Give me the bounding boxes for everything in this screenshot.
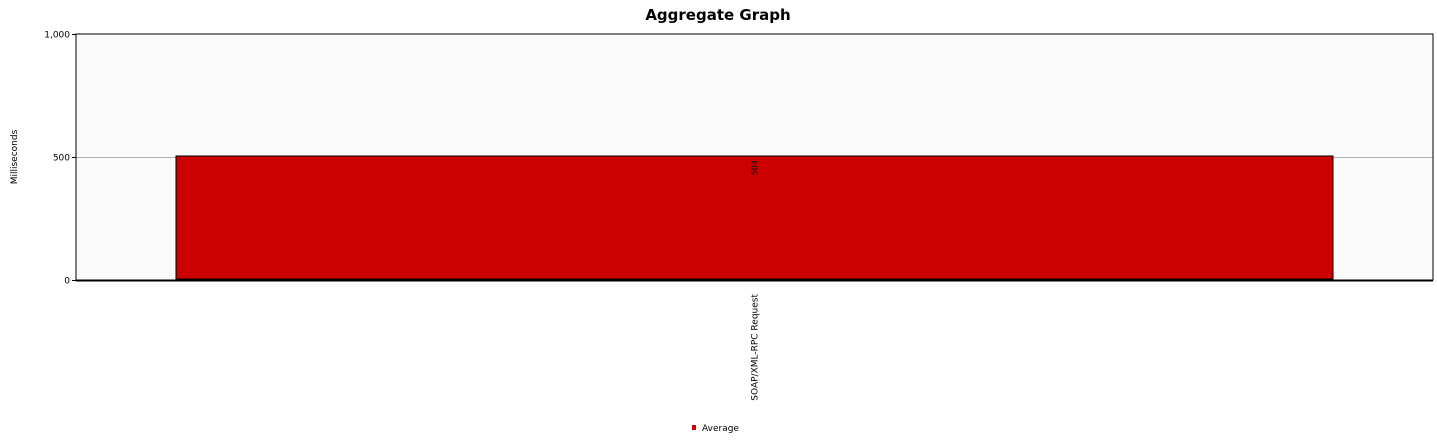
y-axis-ticks: 0 500 1,000: [44, 31, 76, 287]
chart-title: Aggregate Graph: [645, 6, 790, 24]
data-label-0-0: 504: [751, 160, 760, 175]
legend-label-0: Average: [702, 424, 739, 434]
bars: 504: [175, 155, 1334, 280]
x-axis-category-labels: SOAP/XML-RPC Request: [751, 294, 761, 401]
y-tick-label-0: 0: [64, 277, 70, 287]
y-tick-label-2: 1,000: [44, 31, 70, 41]
y-tick-label-1: 500: [53, 154, 70, 164]
y-axis-label: Milliseconds: [10, 129, 20, 184]
legend: Average: [692, 424, 739, 434]
bar-0-0: [175, 155, 1334, 280]
x-category-label-0: SOAP/XML-RPC Request: [751, 294, 761, 401]
legend-swatch-0: [692, 425, 696, 430]
